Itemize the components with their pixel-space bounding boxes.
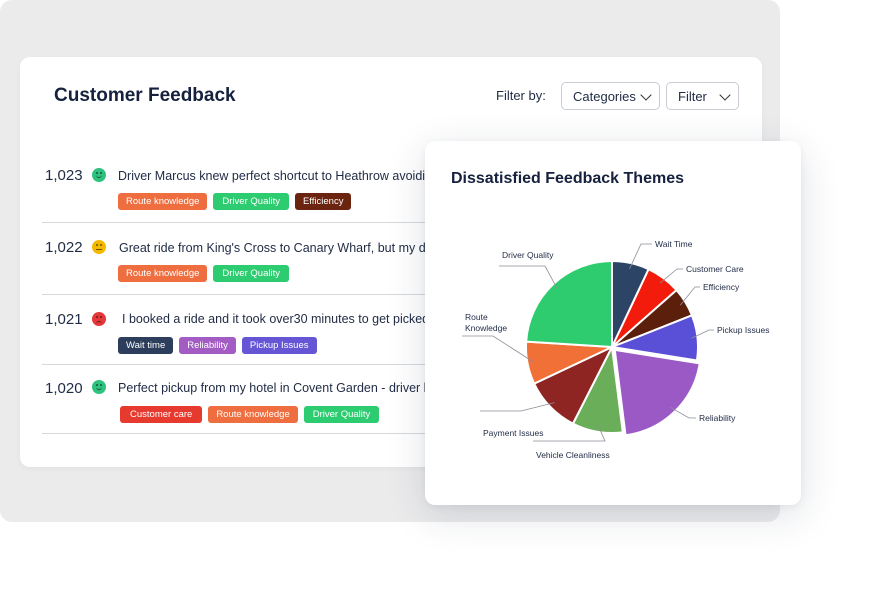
tag-reliability[interactable]: Reliability <box>179 337 236 354</box>
tag-driver-quality[interactable]: Driver Quality <box>303 406 380 423</box>
page-title: Customer Feedback <box>54 85 236 106</box>
feedback-text: I booked a ride and it took over30 minut… <box>122 312 455 326</box>
pie-label: Driver Quality <box>502 250 554 260</box>
feedback-id: 1,021 <box>45 311 83 328</box>
pie-label: Payment Issues <box>483 428 543 438</box>
pie-label: Efficiency <box>703 282 740 292</box>
feedback-text: Perfect pickup from my hotel in Covent G… <box>118 381 448 395</box>
filter-dropdown-label: Filter <box>678 88 707 104</box>
tag-driver-quality[interactable]: Driver Quality <box>213 265 289 282</box>
feedback-row[interactable]: 1,020 Perfect pickup from my hotel in Co… <box>42 365 462 434</box>
tag-customer-care[interactable]: Customer care <box>120 406 203 423</box>
feedback-id: 1,023 <box>45 167 83 184</box>
categories-dropdown-label: Categories <box>573 88 636 104</box>
chevron-down-icon <box>640 89 652 101</box>
pie-label: Vehicle Cleanliness <box>536 450 610 460</box>
tag-driver-quality[interactable]: Driver Quality <box>213 193 289 210</box>
sad-face-icon <box>92 312 106 326</box>
tag-route-knowledge[interactable]: Route knowledge <box>118 265 208 282</box>
pie-label: Route Knowledge <box>465 312 507 333</box>
feedback-text: Great ride from King's Cross to Canary W… <box>119 241 446 255</box>
pie-leader-line <box>480 402 555 412</box>
neutral-face-icon <box>92 240 106 254</box>
categories-dropdown[interactable]: Categories <box>561 82 660 110</box>
tag-wait-time[interactable]: Wait time <box>118 337 174 354</box>
pie-leader-line <box>691 329 714 339</box>
pie-label: Customer Care <box>686 264 744 274</box>
pie-leader-line <box>499 265 558 289</box>
tag-efficiency[interactable]: Efficiency <box>294 193 352 210</box>
pie-chart: Wait Time Customer Care Efficiency Pickup I… <box>462 239 769 460</box>
tag-route-knowledge[interactable]: Route knowledge <box>118 193 208 210</box>
pie-leader-line <box>629 243 652 270</box>
pie-label: Pickup Issues <box>717 325 769 335</box>
pie-slice-pickup-issues[interactable] <box>608 314 699 362</box>
happy-face-icon <box>92 380 106 394</box>
dissatisfied-themes-chart-card: Dissatisfied Feedback Themes Wait Time Cu… <box>425 141 801 505</box>
happy-face-icon <box>92 168 106 182</box>
feedback-row[interactable]: 1,023 Driver Marcus knew perfect shortcu… <box>42 157 462 223</box>
filter-label: Filter by: <box>496 88 546 103</box>
tag-route-knowledge[interactable]: Route knowledge <box>208 406 298 423</box>
feedback-id: 1,020 <box>45 380 83 397</box>
pie-leader-line <box>533 425 606 442</box>
pie-leader-line <box>462 335 534 363</box>
feedback-row[interactable]: 1,021 I booked a ride and it took over30… <box>42 295 462 365</box>
filter-dropdown[interactable]: Filter <box>666 82 739 110</box>
pie-leader-line <box>670 406 696 419</box>
feedback-row[interactable]: 1,022 Great ride from King's Cross to Ca… <box>42 223 462 295</box>
feedback-id: 1,022 <box>45 239 83 256</box>
chart-title: Dissatisfied Feedback Themes <box>451 170 684 187</box>
feedback-text: Driver Marcus knew perfect shortcut to H… <box>118 169 453 183</box>
pie-slice-reliability[interactable] <box>613 348 701 437</box>
chevron-down-icon <box>719 89 731 101</box>
pie-leader-line <box>679 286 700 306</box>
pie-label: Reliability <box>699 413 736 423</box>
pie-label: Wait Time <box>655 239 693 249</box>
pie-slice-driver-quality[interactable] <box>525 259 613 349</box>
pie-leader-line <box>659 268 683 284</box>
tag-pickup-issues[interactable]: Pickup Issues <box>241 337 317 354</box>
